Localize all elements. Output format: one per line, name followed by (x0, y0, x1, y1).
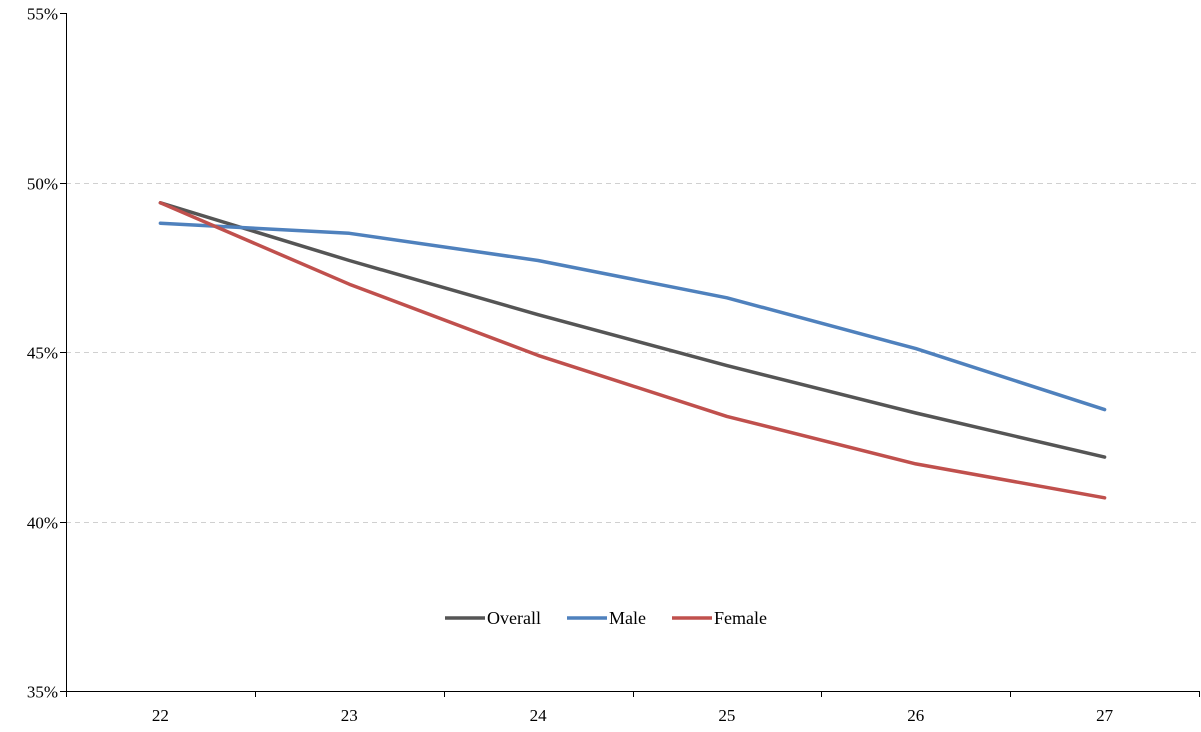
y-tick-label: 35% (27, 683, 58, 702)
x-tick-label: 25 (718, 706, 735, 725)
y-tick-label: 45% (27, 344, 58, 363)
x-tick-label: 22 (152, 706, 169, 725)
legend-item-female: Female (672, 608, 767, 628)
x-tick-label: 23 (341, 706, 358, 725)
series-line-male (158, 221, 1107, 412)
y-tick-label: 40% (27, 514, 58, 533)
legend-label: Female (714, 608, 767, 628)
series-line-overall (158, 201, 1107, 459)
x-tick-label: 24 (530, 706, 548, 725)
axes: 35% 40% 45% 50% 55% 22 23 24 25 26 27 (27, 5, 1200, 725)
legend: Overall Male Female (445, 608, 767, 628)
series-line-female (158, 201, 1107, 500)
legend-label: Overall (487, 608, 541, 628)
x-tick-label: 26 (907, 706, 924, 725)
legend-item-overall: Overall (445, 608, 541, 628)
legend-label: Male (609, 608, 646, 628)
y-tick-label: 55% (27, 5, 58, 24)
x-tick-label: 27 (1096, 706, 1114, 725)
series-lines (158, 201, 1107, 500)
y-tick-label: 50% (27, 175, 58, 194)
legend-item-male: Male (567, 608, 646, 628)
